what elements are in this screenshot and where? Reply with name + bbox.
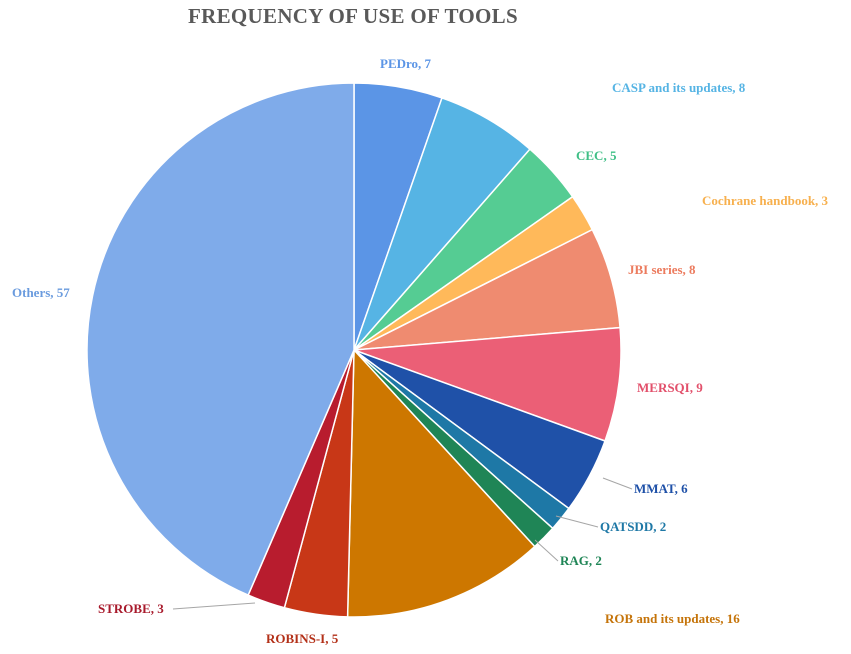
pie-slices — [86, 82, 622, 618]
data-label: QATSDD, 2 — [600, 519, 666, 534]
data-label: JBI series, 8 — [628, 262, 696, 277]
leader-line — [172, 602, 256, 610]
data-label: Cochrane handbook, 3 — [702, 193, 829, 208]
chart-title: FREQUENCY OF USE OF TOOLS — [188, 4, 518, 28]
slice-labels: PEDro, 7 CASP and its updates, 8 CEC, 5 Coc… — [12, 56, 829, 646]
data-label: MMAT, 6 — [634, 481, 688, 496]
leader-line — [555, 515, 599, 528]
pie-slice-mersqi — [353, 326, 622, 442]
data-label: MERSQI, 9 — [637, 380, 703, 395]
leader-line — [534, 539, 559, 562]
data-label: Others, 57 — [12, 285, 70, 300]
data-label: STROBE, 3 — [98, 601, 164, 616]
data-label: ROBINS-I, 5 — [266, 631, 339, 646]
data-label: RAG, 2 — [560, 553, 602, 568]
data-label: CASP and its updates, 8 — [612, 80, 746, 95]
data-label: CEC, 5 — [576, 148, 617, 163]
data-label: PEDro, 7 — [380, 56, 432, 71]
pie-slice-others — [86, 82, 355, 597]
leader-line — [602, 477, 633, 490]
data-label: ROB and its updates, 16 — [605, 611, 740, 626]
pie-slice-rob-and-its-updates — [346, 348, 536, 618]
leader-lines — [172, 477, 633, 610]
